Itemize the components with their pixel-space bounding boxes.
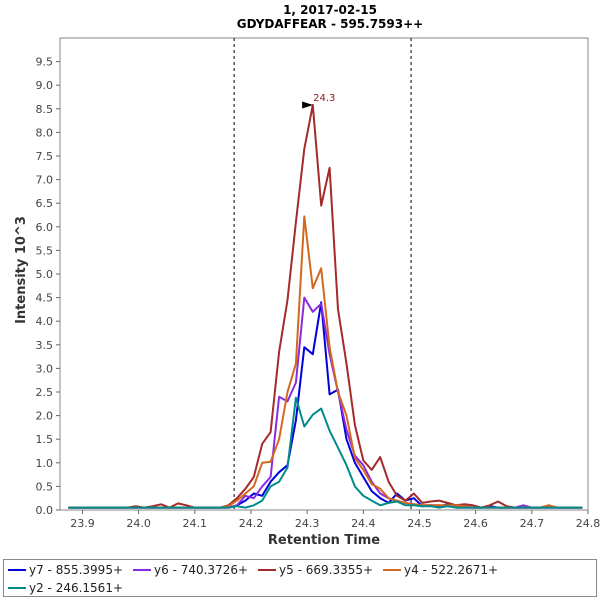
y-tick-label: 9.0 bbox=[36, 79, 54, 92]
x-tick-label: 24.6 bbox=[463, 517, 488, 530]
x-tick-label: 24.0 bbox=[126, 517, 151, 530]
y-tick-label: 6.5 bbox=[36, 197, 54, 210]
x-tick-label: 24.2 bbox=[239, 517, 264, 530]
legend-line-icon bbox=[258, 569, 277, 571]
legend-line-icon bbox=[383, 569, 402, 571]
legend-row: y2 - 246.1561+ bbox=[8, 579, 133, 597]
y-tick-label: 4.0 bbox=[36, 315, 54, 328]
legend-label: y4 - 522.2671+ bbox=[404, 563, 499, 577]
y-tick-label: 3.5 bbox=[36, 339, 54, 352]
y-tick-label: 0.0 bbox=[36, 504, 54, 517]
peak-arrow-icon bbox=[302, 101, 314, 109]
y-tick-label: 3.0 bbox=[36, 362, 54, 375]
legend-label: y7 - 855.3995+ bbox=[29, 563, 124, 577]
y-axis-ticks: 0.0 0.5 1.0 1.5 2.0 2.5 3.0 3.5 4.0 4.5 5.0 5.5 6.0 6… bbox=[36, 56, 60, 517]
y-tick-label: 7.0 bbox=[36, 174, 54, 187]
y-tick-label: 2.0 bbox=[36, 410, 54, 423]
x-tick-label: 24.7 bbox=[520, 517, 545, 530]
legend-item: y2 - 246.1561+ bbox=[8, 581, 123, 595]
peak-annotation: 24.3 bbox=[302, 93, 335, 109]
series-lines bbox=[68, 104, 583, 509]
legend-row: y7 - 855.3995+ y6 - 740.3726+ y5 - 669.335… bbox=[8, 561, 508, 579]
plot-area bbox=[59, 37, 589, 511]
y-tick-label: 9.5 bbox=[36, 56, 54, 69]
y-tick-label: 1.5 bbox=[36, 433, 54, 446]
legend-label: y5 - 669.3355+ bbox=[279, 563, 374, 577]
y-tick-label: 1.0 bbox=[36, 457, 54, 470]
legend-line-icon bbox=[8, 587, 26, 589]
series-line-y2 bbox=[68, 396, 583, 509]
y-tick-label: 6.0 bbox=[36, 221, 54, 234]
peak-boundaries bbox=[233, 38, 412, 510]
chart-canvas: 1, 2017-02-15 GDYDAFFEAR - 595.7593++ 0.… bbox=[14, 3, 600, 548]
x-tick-label: 24.3 bbox=[295, 517, 320, 530]
x-tick-label: 23.9 bbox=[70, 517, 95, 530]
legend-line-icon bbox=[133, 569, 152, 571]
peak-label: 24.3 bbox=[313, 93, 335, 104]
legend-item: y7 - 855.3995+ bbox=[8, 563, 123, 577]
y-tick-label: 2.5 bbox=[36, 386, 54, 399]
chart-title-line2: GDYDAFFEAR - 595.7593++ bbox=[237, 17, 423, 31]
y-tick-label: 5.0 bbox=[36, 268, 54, 281]
legend: y7 - 855.3995+ y6 - 740.3726+ y5 - 669.335… bbox=[3, 559, 597, 597]
legend-item: y5 - 669.3355+ bbox=[258, 563, 373, 577]
chart-title-line1: 1, 2017-02-15 bbox=[283, 3, 377, 17]
x-tick-label: 24.1 bbox=[183, 517, 208, 530]
legend-label: y6 - 740.3726+ bbox=[154, 563, 249, 577]
y-tick-label: 7.5 bbox=[36, 150, 54, 163]
x-tick-label: 24.5 bbox=[407, 517, 432, 530]
y-tick-label: 8.0 bbox=[36, 126, 54, 139]
y-tick-label: 4.5 bbox=[36, 292, 54, 305]
x-tick-label: 24.4 bbox=[351, 517, 376, 530]
legend-line-icon bbox=[8, 569, 26, 571]
y-tick-label: 5.5 bbox=[36, 244, 54, 257]
y-tick-label: 0.5 bbox=[36, 480, 54, 493]
y-tick-label: 8.5 bbox=[36, 103, 54, 116]
legend-item: y4 - 522.2671+ bbox=[383, 563, 498, 577]
series-line-y5 bbox=[68, 104, 583, 509]
x-tick-label: 24.8 bbox=[576, 517, 600, 530]
x-axis-label: Retention Time bbox=[268, 533, 380, 548]
x-axis-ticks: 23.9 24.0 24.1 24.2 24.3 24.4 24.5 24.6 24.7 24.8 bbox=[70, 510, 600, 530]
legend-item: y6 - 740.3726+ bbox=[133, 563, 248, 577]
legend-label: y2 - 246.1561+ bbox=[29, 581, 124, 595]
y-axis-label: Intensity 10^3 bbox=[14, 216, 29, 324]
